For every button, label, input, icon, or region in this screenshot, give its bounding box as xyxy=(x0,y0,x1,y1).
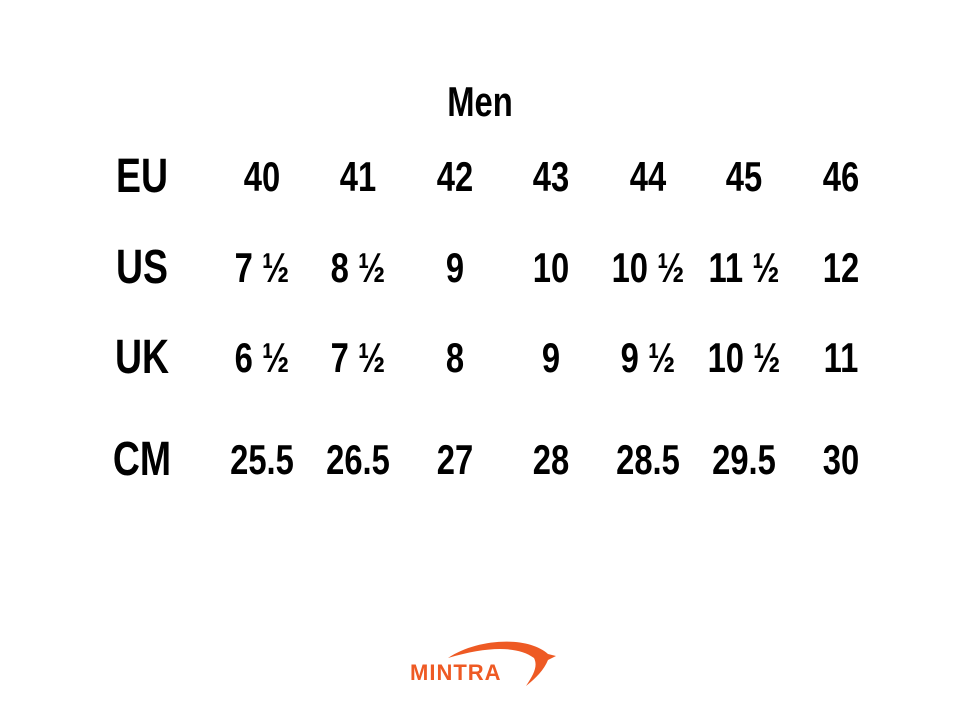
size-cell: 11 xyxy=(823,334,859,381)
size-cell: 30 xyxy=(822,436,860,483)
size-cell: 28 xyxy=(532,436,570,483)
size-cell: 10 xyxy=(532,244,570,291)
size-cell: 25.5 xyxy=(230,436,294,483)
size-cell: 42 xyxy=(436,153,474,200)
size-cell: 10 ½ xyxy=(707,334,781,381)
size-cell: 6 ½ xyxy=(234,334,290,381)
size-cell: 7 ½ xyxy=(234,244,290,291)
row-label-uk: UK xyxy=(114,331,170,384)
chart-title: Men xyxy=(447,78,513,125)
size-cell: 7 ½ xyxy=(330,334,386,381)
size-cell: 8 ½ xyxy=(330,244,386,291)
size-cell: 9 xyxy=(445,244,465,291)
size-cell: 27 xyxy=(436,436,474,483)
size-cell: 9 xyxy=(541,334,561,381)
row-label-eu: EU xyxy=(115,150,169,203)
size-cell: 45 xyxy=(725,153,763,200)
size-cell: 12 xyxy=(822,244,860,291)
svg-text:MINTRA: MINTRA xyxy=(410,660,502,685)
size-cell: 28.5 xyxy=(616,436,680,483)
size-cell: 10 ½ xyxy=(611,244,685,291)
size-cell: 26.5 xyxy=(326,436,390,483)
size-cell: 9 ½ xyxy=(620,334,676,381)
size-cell: 11 ½ xyxy=(708,244,780,291)
size-cell: 41 xyxy=(339,153,377,200)
mintra-logo: MINTRA xyxy=(410,641,556,686)
size-cell: 8 xyxy=(445,334,465,381)
row-label-us: US xyxy=(115,241,169,294)
row-label-cm: CM xyxy=(112,433,172,486)
size-cell: 40 xyxy=(243,153,281,200)
size-cell: 29.5 xyxy=(712,436,776,483)
size-cell: 46 xyxy=(822,153,860,200)
size-cell: 43 xyxy=(532,153,570,200)
size-cell: 44 xyxy=(629,153,667,200)
